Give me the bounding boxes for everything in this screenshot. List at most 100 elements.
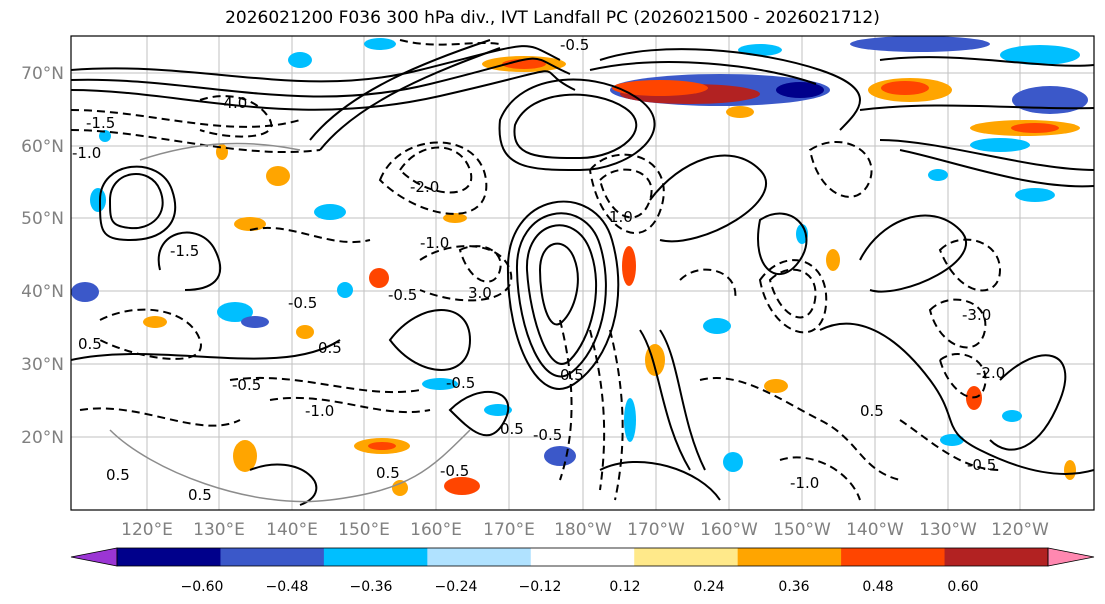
contour-label: -0.5 bbox=[446, 374, 475, 392]
contour-label: -2.0 bbox=[410, 178, 439, 196]
contour-line bbox=[588, 153, 665, 234]
shade-blob bbox=[368, 442, 396, 450]
contour-line bbox=[309, 39, 491, 141]
contour-line bbox=[398, 146, 473, 194]
contour-line bbox=[419, 245, 513, 302]
contour-label: 0.5 bbox=[78, 335, 102, 353]
contour-line bbox=[659, 329, 706, 471]
lon-label: 130°E bbox=[193, 520, 245, 540]
lon-label: 120°W bbox=[991, 520, 1049, 540]
map-frame bbox=[70, 35, 1095, 511]
contour-line bbox=[598, 168, 653, 219]
shade-blob bbox=[940, 434, 964, 446]
contour-line bbox=[249, 226, 371, 244]
shade-blob bbox=[337, 282, 353, 298]
colorbar-extend-max bbox=[1047, 547, 1095, 567]
shade-blob bbox=[1002, 410, 1022, 422]
contour-line bbox=[98, 165, 177, 242]
contour-label: -0.5 bbox=[967, 456, 996, 474]
contour-line bbox=[819, 322, 1094, 475]
colorbar-tick-label: −0.48 bbox=[266, 579, 309, 595]
contour-line bbox=[388, 309, 472, 371]
contour-line bbox=[938, 353, 987, 399]
colorbar-segment bbox=[737, 548, 842, 566]
contour-label: -0.5 bbox=[440, 462, 469, 480]
contour-line bbox=[399, 39, 501, 46]
contour-line bbox=[515, 212, 607, 378]
contour-line bbox=[157, 231, 222, 291]
lon-label: 170°W bbox=[627, 520, 685, 540]
map-title: 2026021200 F036 300 hPa div., IVT Landfa… bbox=[225, 8, 880, 28]
contour-label: -0.5 bbox=[232, 376, 261, 394]
contour-label: 0.5 bbox=[188, 486, 212, 504]
contour-line bbox=[609, 329, 624, 501]
shade-blob bbox=[544, 446, 576, 466]
contour-label: 1.0 bbox=[609, 208, 633, 226]
contour-line bbox=[599, 48, 861, 131]
lon-label: 150°W bbox=[773, 520, 831, 540]
shade-blob bbox=[99, 130, 111, 142]
shade-blob bbox=[776, 82, 824, 98]
contour-labels: 0.5 -4.0 -1.0 -1.5 -2.0 -1.0 -0.5 0.5 -0… bbox=[72, 36, 1005, 504]
contour-line bbox=[859, 214, 968, 293]
colorbar-frame bbox=[116, 547, 1049, 567]
colorbar-extend-min bbox=[70, 547, 118, 567]
colorbar-tick-label: 0.12 bbox=[609, 579, 640, 595]
lon-label: 150°E bbox=[338, 520, 390, 540]
shade-blob bbox=[850, 36, 990, 52]
contour-line bbox=[899, 419, 1001, 471]
latitude-labels: 70°N 60°N 50°N 40°N 30°N 20°N bbox=[21, 64, 64, 448]
shade-blob bbox=[234, 217, 266, 231]
shade-blob bbox=[90, 188, 106, 212]
contour-label: -1.0 bbox=[72, 144, 101, 162]
contour-label: 0.5 bbox=[376, 464, 400, 482]
contour-label: -1.5 bbox=[86, 114, 115, 132]
contour-line bbox=[989, 354, 1067, 451]
colorbar-segment bbox=[530, 548, 635, 566]
lat-label: 60°N bbox=[21, 137, 64, 157]
shade-blob bbox=[764, 379, 788, 393]
shade-blob bbox=[826, 249, 840, 271]
contour-line bbox=[559, 319, 573, 481]
shade-blob bbox=[288, 52, 312, 68]
colorbar-segment bbox=[841, 548, 946, 566]
lon-label: 180°W bbox=[554, 520, 612, 540]
colorbar-tick-label: 0.48 bbox=[862, 579, 893, 595]
shade-blob bbox=[928, 169, 948, 181]
shade-blob bbox=[622, 246, 636, 286]
colorbar-segment bbox=[944, 548, 1049, 566]
contour-line bbox=[599, 461, 721, 501]
contour-line bbox=[699, 377, 901, 481]
shade-blob bbox=[1015, 188, 1055, 202]
shade-blob bbox=[723, 452, 743, 472]
shade-blob bbox=[484, 404, 512, 416]
shade-blob bbox=[1011, 123, 1059, 133]
contour-line bbox=[99, 308, 202, 360]
shade-blob bbox=[443, 213, 467, 223]
lon-label: 170°E bbox=[483, 520, 535, 540]
contour-label: 0.5 bbox=[106, 466, 130, 484]
contour-line bbox=[589, 61, 817, 85]
contour-label: -4.0 bbox=[218, 94, 247, 112]
contour-label: 0.5 bbox=[318, 339, 342, 357]
colorbar-segment bbox=[427, 548, 532, 566]
lon-label: 160°W bbox=[700, 520, 758, 540]
colorbar-segment bbox=[220, 548, 325, 566]
lon-label: 130°W bbox=[919, 520, 977, 540]
contour-label: -3.0 bbox=[962, 306, 991, 324]
colorbar bbox=[70, 547, 1095, 567]
contour-line bbox=[525, 224, 598, 365]
colorbar-tick-label: 0.24 bbox=[693, 579, 724, 595]
contour-line bbox=[71, 339, 341, 361]
contour-line bbox=[71, 129, 321, 154]
contour-line bbox=[808, 140, 873, 198]
contour-line bbox=[899, 149, 1094, 188]
contour-label: -0.5 bbox=[288, 294, 317, 312]
contour-label: 0.5 bbox=[860, 402, 884, 420]
shade-blob bbox=[296, 325, 314, 339]
contour-label: 0.5 bbox=[560, 366, 584, 384]
colorbar-tick-label: −0.12 bbox=[519, 579, 562, 595]
contour-line bbox=[649, 154, 767, 243]
contour-line bbox=[506, 200, 620, 390]
